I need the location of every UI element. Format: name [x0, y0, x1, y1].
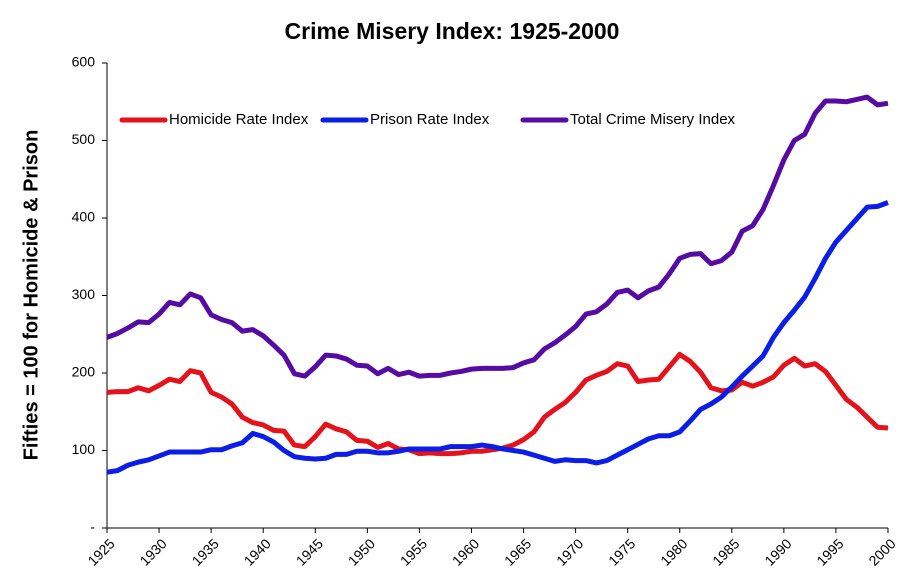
y-tick-label: 100: [72, 441, 96, 457]
x-tick-label: 1970: [553, 535, 586, 568]
legend-label: Prison Rate Index: [370, 111, 490, 128]
x-tick-label: 1955: [397, 535, 430, 568]
y-tick-label: -: [90, 519, 95, 535]
x-tick-label: 1950: [345, 535, 378, 568]
x-tick-label: 1985: [709, 535, 742, 568]
legend-label: Homicide Rate Index: [169, 111, 309, 128]
series-line: [106, 94, 889, 379]
legend-label: Total Crime Misery Index: [570, 111, 736, 128]
chart-title: Crime Misery Index: 1925-2000: [285, 18, 620, 44]
y-axis-label: Fifties = 100 for Homicide & Prison: [20, 130, 42, 461]
x-tick-label: 2000: [865, 535, 898, 568]
x-tick-label: 1935: [189, 535, 222, 568]
x-tick-label: 1980: [657, 535, 690, 568]
x-tick-label: 1995: [813, 535, 846, 568]
series-line: [106, 200, 889, 475]
y-tick-label: 200: [72, 364, 96, 380]
x-tick-label: 1925: [84, 535, 117, 568]
x-tick-label: 1940: [241, 535, 274, 568]
x-tick-label: 1965: [501, 535, 534, 568]
x-tick-label: 1990: [761, 535, 794, 568]
x-tick-label: 1975: [605, 535, 638, 568]
y-tick-label: 300: [72, 286, 96, 302]
x-tick-label: 1945: [293, 535, 326, 568]
x-tick-label: 1930: [136, 535, 169, 568]
x-tick-label: 1960: [449, 535, 482, 568]
y-tick-label: 500: [72, 131, 96, 147]
y-tick-label: 400: [72, 209, 96, 225]
y-tick-label: 600: [72, 54, 96, 70]
